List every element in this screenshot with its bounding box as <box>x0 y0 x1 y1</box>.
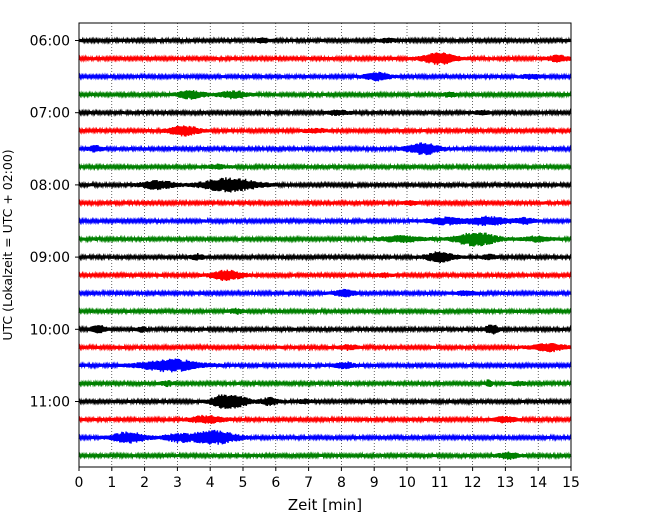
trace-0700 <box>78 108 572 118</box>
x-tick-label-14: 14 <box>529 475 547 491</box>
vertical-gridlines <box>111 23 539 467</box>
trace-1115 <box>78 414 572 424</box>
x-tick-label-7: 7 <box>304 475 313 491</box>
trace-0945 <box>78 306 572 316</box>
x-axis-ticks: 0 1 2 3 4 5 6 7 8 9 10 11 12 13 14 15 <box>75 467 580 491</box>
y-tick-label-0600: 06:00 <box>30 34 70 50</box>
x-tick-label-11: 11 <box>431 475 449 491</box>
trace-0730 <box>78 142 572 156</box>
trace-0600 <box>78 36 572 45</box>
trace-0745 <box>78 162 572 172</box>
x-tick-label-9: 9 <box>370 475 379 491</box>
x-tick-label-8: 8 <box>337 475 346 491</box>
trace-1145 <box>78 451 572 461</box>
trace-1045 <box>78 379 572 388</box>
trace-0845 <box>78 232 572 247</box>
y-axis-ticks: 06:00 07:00 08:00 09:00 10:00 11:00 <box>30 34 79 411</box>
trace-0645 <box>78 89 572 100</box>
x-tick-label-4: 4 <box>206 475 215 491</box>
trace-1015 <box>78 342 572 353</box>
x-tick-label-0: 0 <box>75 475 84 491</box>
y-tick-label-0800: 08:00 <box>30 178 70 194</box>
y-tick-label-1100: 11:00 <box>30 395 70 411</box>
x-axis-label: Zeit [min] <box>288 496 362 514</box>
x-tick-label-3: 3 <box>173 475 182 491</box>
x-tick-label-2: 2 <box>140 475 149 491</box>
x-tick-label-6: 6 <box>271 475 280 491</box>
y-axis-label: UTC (Lokalzeit = UTC + 02:00) <box>0 149 15 340</box>
trace-0800 <box>78 177 572 193</box>
y-tick-label-1000: 10:00 <box>30 322 70 338</box>
trace-0930 <box>78 288 572 298</box>
x-tick-label-12: 12 <box>464 475 482 491</box>
x-tick-label-15: 15 <box>562 475 580 491</box>
x-tick-label-5: 5 <box>239 475 248 491</box>
trace-1030 <box>78 358 572 373</box>
trace-0615 <box>78 52 572 66</box>
trace-0630 <box>78 71 572 82</box>
trace-1100 <box>78 394 572 409</box>
seismic-traces <box>78 36 572 461</box>
trace-0815 <box>78 198 572 208</box>
trace-0830 <box>78 215 572 226</box>
trace-0715 <box>78 125 572 137</box>
x-tick-label-13: 13 <box>496 475 514 491</box>
y-tick-label-0900: 09:00 <box>30 250 70 266</box>
trace-0900 <box>78 251 572 264</box>
trace-0915 <box>78 269 572 282</box>
x-tick-label-10: 10 <box>398 475 416 491</box>
x-tick-label-1: 1 <box>107 475 116 491</box>
trace-1130 <box>78 429 572 445</box>
plot-frame <box>78 22 572 468</box>
trace-1000 <box>78 324 572 335</box>
y-tick-label-0700: 07:00 <box>30 106 70 122</box>
